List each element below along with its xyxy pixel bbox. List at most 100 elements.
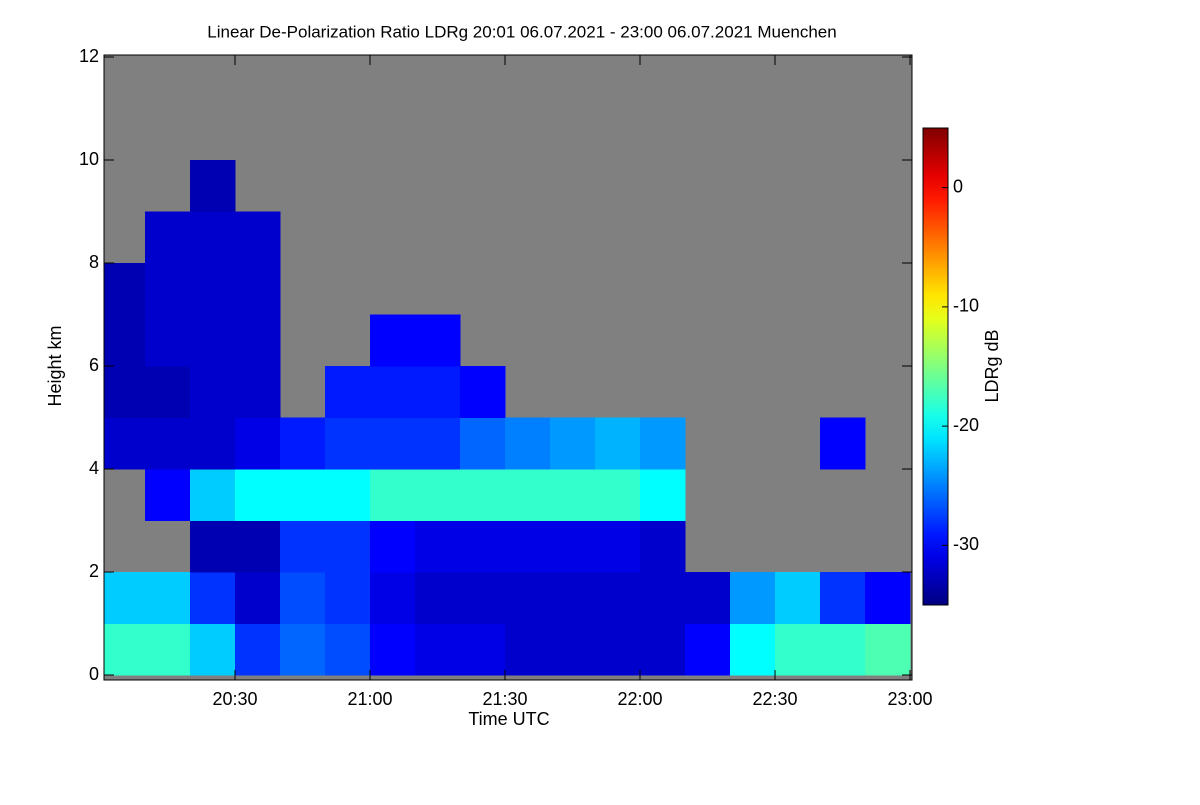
y-tick-label: 6 — [89, 355, 99, 375]
heatmap-cell — [104, 623, 146, 676]
heatmap-cell — [280, 417, 326, 470]
heatmap-cell — [190, 520, 236, 573]
heatmap-cell — [325, 417, 371, 470]
heatmap-cell — [235, 314, 281, 367]
heatmap-cell — [460, 469, 506, 521]
heatmap-cell — [370, 417, 416, 470]
heatmap-cell — [145, 417, 191, 470]
heatmap-cell — [145, 572, 191, 624]
heatmap-cell — [730, 623, 776, 676]
heatmap-cell — [370, 572, 416, 624]
colorbar-tick-label: 0 — [953, 176, 963, 196]
heatmap-cell — [145, 469, 191, 521]
heatmap-cell — [505, 572, 551, 624]
heatmap-cell — [505, 417, 551, 470]
colorbar-tick-label: -20 — [953, 415, 979, 435]
heatmap-cell — [235, 263, 281, 315]
heatmap-cell — [235, 623, 281, 676]
heatmap-cell — [460, 520, 506, 573]
heatmap-cell — [325, 366, 371, 418]
heatmap-cell — [235, 417, 281, 470]
heatmap-cell — [820, 572, 866, 624]
chart-title: Linear De-Polarization Ratio LDRg 20:01 … — [207, 22, 836, 41]
x-axis-title: Time UTC — [468, 709, 549, 729]
heatmap-cell — [550, 572, 596, 624]
heatmap-cell — [640, 520, 686, 573]
heatmap-cell — [460, 572, 506, 624]
heatmap-cell — [595, 520, 641, 573]
heatmap-cell — [280, 623, 326, 676]
heatmap-cell — [415, 623, 461, 676]
heatmap-cell — [775, 623, 821, 676]
heatmap-cell — [104, 572, 146, 624]
heatmap-cell — [685, 623, 731, 676]
heatmap-cell — [235, 211, 281, 264]
heatmap-cell — [415, 366, 461, 418]
heatmap-cell — [190, 417, 236, 470]
heatmap-cell — [505, 520, 551, 573]
heatmap-cell — [190, 366, 236, 418]
heatmap-cell — [415, 417, 461, 470]
heatmap-cell — [190, 623, 236, 676]
heatmap-cell — [104, 366, 146, 418]
heatmap-cell — [775, 572, 821, 624]
heatmap-cell — [280, 572, 326, 624]
y-tick-label: 10 — [79, 149, 99, 169]
y-tick-label: 4 — [89, 458, 99, 478]
heatmap-cell — [640, 623, 686, 676]
x-tick-label: 23:00 — [887, 689, 932, 709]
y-tick-label: 8 — [89, 252, 99, 272]
colorbar — [922, 127, 949, 606]
heatmap-cell — [235, 572, 281, 624]
heatmap-cell — [595, 572, 641, 624]
heatmap-cell — [190, 469, 236, 521]
heatmap-cell — [505, 469, 551, 521]
heatmap-cell — [595, 417, 641, 470]
heatmap-cell — [370, 520, 416, 573]
heatmap-cell — [730, 572, 776, 624]
heatmap-cell — [104, 417, 146, 470]
heatmap-cell — [595, 623, 641, 676]
heatmap-cell — [370, 314, 416, 367]
heatmap-cell — [415, 520, 461, 573]
x-tick-label: 21:30 — [482, 689, 527, 709]
heatmap-cell — [460, 623, 506, 676]
heatmap-cell — [325, 469, 371, 521]
heatmap-cell — [190, 263, 236, 315]
heatmap-cell — [235, 520, 281, 573]
heatmap-cell — [505, 623, 551, 676]
y-tick-label: 0 — [89, 664, 99, 684]
heatmap-cell — [145, 366, 191, 418]
heatmap-cell — [145, 314, 191, 367]
heatmap-cell — [460, 366, 506, 418]
colorbar-tick-label: -30 — [953, 534, 979, 554]
y-tick-label: 12 — [79, 46, 99, 66]
heatmap-cell — [820, 417, 866, 470]
heatmap — [104, 160, 911, 676]
heatmap-cell — [370, 366, 416, 418]
heatmap-cell — [190, 160, 236, 212]
heatmap-cell — [145, 623, 191, 676]
heatmap-cell — [190, 572, 236, 624]
heatmap-cell — [415, 469, 461, 521]
heatmap-cell — [370, 623, 416, 676]
heatmap-cell — [190, 211, 236, 264]
x-tick-label: 22:30 — [752, 689, 797, 709]
heatmap-cell — [145, 263, 191, 315]
heatmap-cell — [280, 469, 326, 521]
colorbar-tick-label: -10 — [953, 296, 979, 316]
x-tick-label: 21:00 — [347, 689, 392, 709]
heatmap-cell — [640, 572, 686, 624]
heatmap-cell — [145, 211, 191, 264]
heatmap-cell — [550, 417, 596, 470]
heatmap-cell — [865, 623, 911, 676]
heatmap-cell — [550, 469, 596, 521]
plot-frame — [103, 54, 913, 681]
x-tick-label: 20:30 — [212, 689, 257, 709]
heatmap-cell — [370, 469, 416, 521]
y-axis-title: Height km — [45, 325, 65, 406]
heatmap-cell — [235, 469, 281, 521]
heatmap-cell — [550, 520, 596, 573]
heatmap-cell — [104, 263, 146, 315]
